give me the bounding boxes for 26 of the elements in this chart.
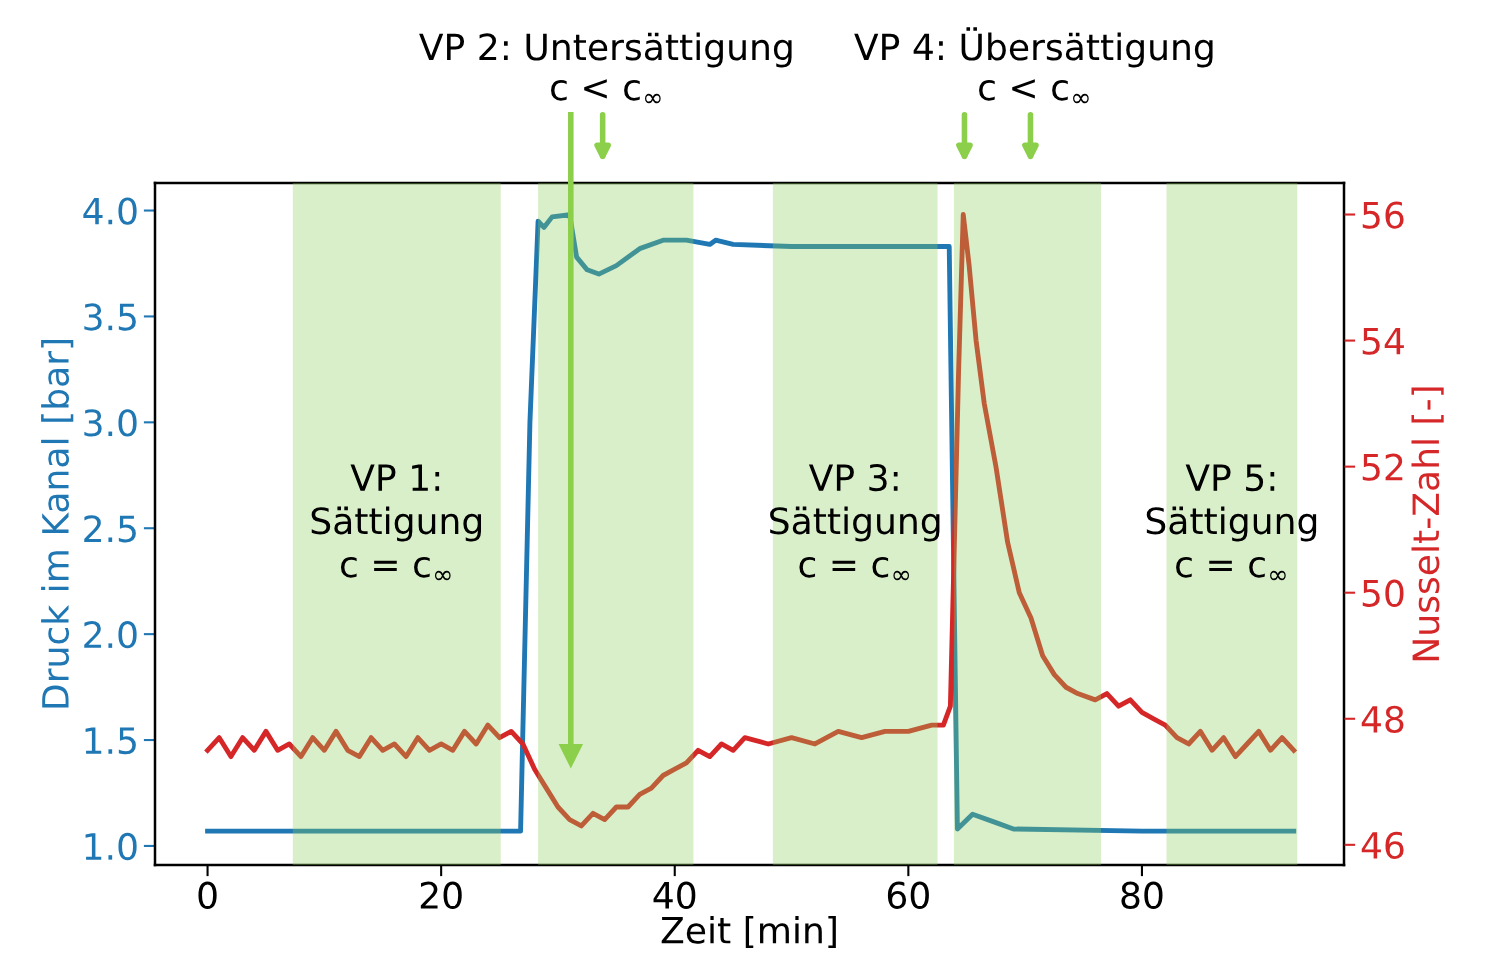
y-tick-label: 3.5: [84, 303, 136, 331]
y-tick-label: 1.5: [85, 727, 136, 755]
x-tick-label: 0: [198, 881, 217, 909]
band-label: VP 5: Sättigung c = c$_{∞}$: [1146, 464, 1317, 581]
y-axis-title: Druck im Kanal [bar]: [41, 339, 74, 708]
y2-tick-label: 46: [1361, 831, 1404, 860]
y2-axis-title: Nusselt-Zahl [-]: [1411, 387, 1444, 661]
y-tick-label: 2.5: [84, 515, 136, 543]
y2-tick-label: 56: [1362, 201, 1404, 229]
y2-tick-label: 54: [1362, 327, 1404, 355]
band-label: VP 3: Sättigung c = c$_{∞}$: [770, 463, 940, 581]
y-tick-label: 1.0: [85, 832, 137, 861]
band-label: VP 1: Sättigung c = c$_{∞}$: [311, 464, 481, 581]
y-tick-label: 4.0: [83, 197, 137, 225]
y2-tick-label: 48: [1361, 705, 1404, 733]
y-tick-label: 2.0: [84, 621, 137, 649]
y2-tick-label: 52: [1362, 453, 1403, 481]
x-axis-title: Zeit [min]: [661, 915, 836, 949]
x-tick-label: 60: [887, 881, 929, 909]
x-tick-label: 20: [420, 881, 462, 909]
x-tick-label: 40: [653, 881, 696, 909]
y-tick-label: 3.0: [84, 409, 137, 437]
text: VP 2: Untersättigung c < c$_{∞}$: [419, 32, 792, 104]
x-tick-label: 80: [1121, 881, 1163, 909]
text: VP 4: Übersättigung c < c$_{∞}$: [854, 27, 1213, 104]
y2-tick-label: 50: [1362, 579, 1404, 607]
